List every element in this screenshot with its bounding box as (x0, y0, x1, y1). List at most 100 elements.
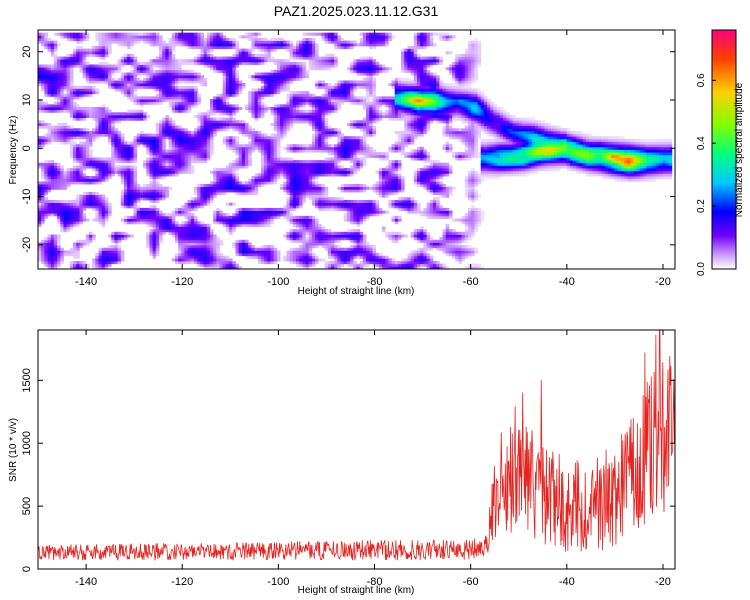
heatmap-cell (114, 40, 119, 44)
heatmap-cell (41, 80, 45, 84)
heatmap-cell (98, 117, 103, 121)
heatmap-cell (88, 136, 93, 140)
heatmap-cell (200, 221, 205, 225)
heatmap-cell (295, 146, 300, 150)
heatmap-cell (305, 96, 310, 100)
heatmap-cell (171, 45, 176, 49)
heatmap-cell (283, 75, 287, 79)
heatmap-cell (257, 258, 262, 262)
heatmap-cell (187, 43, 192, 47)
heatmap-cell (197, 80, 201, 84)
heatmap-cell (85, 202, 90, 206)
heatmap-cell (104, 157, 109, 161)
heatmap-cell (104, 253, 109, 257)
heatmap-cell (241, 186, 246, 190)
heatmap-cell (69, 109, 74, 113)
heatmap-cell (194, 45, 198, 49)
heatmap-cell (302, 109, 306, 113)
heatmap-cell (206, 229, 211, 233)
heatmap-cell (267, 173, 271, 177)
heatmap-cell (267, 93, 271, 97)
heatmap-cell (270, 122, 275, 126)
heatmap-cell (292, 120, 297, 124)
heatmap-cell (133, 112, 138, 116)
heatmap-cell (149, 213, 154, 217)
heatmap-cell (101, 258, 106, 262)
heatmap-cell (53, 205, 58, 209)
heatmap-cell (318, 133, 322, 137)
heatmap-cell (241, 245, 246, 249)
heatmap-cell (194, 99, 198, 103)
heatmap-cell (286, 75, 291, 79)
heatmap-cell (60, 67, 64, 71)
heatmap-cell (184, 61, 189, 65)
heatmap-cell (216, 59, 220, 63)
heatmap-cell (79, 245, 83, 249)
heatmap-cell (267, 176, 271, 180)
heatmap-cell (123, 80, 128, 84)
heatmap-cell (270, 157, 275, 161)
heatmap-cell (76, 128, 80, 132)
heatmap-cell (41, 213, 45, 217)
heatmap-cell (133, 35, 138, 39)
heatmap-cell (53, 130, 58, 134)
heatmap-cell (194, 242, 198, 246)
heatmap-cell (209, 237, 214, 241)
heatmap-cell (260, 255, 265, 259)
heatmap-cell (276, 40, 281, 44)
heatmap-cell (82, 59, 87, 63)
heatmap-cell (184, 109, 189, 113)
heatmap-cell (257, 114, 262, 119)
heatmap-cell (123, 56, 128, 60)
heatmap-cell (270, 245, 275, 249)
heatmap-cell (235, 191, 240, 196)
heatmap-cell (308, 149, 313, 153)
heatmap-cell (318, 197, 322, 201)
heatmap-cell (130, 170, 134, 174)
heatmap-cell (130, 205, 134, 209)
heatmap-cell (117, 160, 122, 164)
heatmap-cell (187, 144, 192, 148)
heatmap-cell (159, 69, 163, 73)
heatmap-cell (257, 93, 262, 97)
heatmap-cell (187, 37, 192, 42)
heatmap-cell (92, 109, 96, 113)
heatmap-cell (292, 104, 297, 108)
heatmap-cell (181, 223, 185, 227)
heatmap-cell (165, 149, 169, 153)
heatmap-cell (178, 69, 182, 73)
heatmap-cell (108, 255, 112, 259)
heatmap-cell (104, 35, 109, 39)
heatmap-cell (38, 255, 42, 259)
heatmap-cell (41, 186, 45, 190)
heatmap-cell (174, 67, 179, 71)
heatmap-cell (315, 162, 319, 166)
heatmap-cell (117, 88, 122, 92)
heatmap-cell (257, 56, 262, 60)
heatmap-cell (95, 107, 99, 111)
heatmap-cell (295, 96, 300, 100)
heatmap-cell (222, 107, 227, 111)
heatmap-cell (241, 85, 246, 89)
heatmap-cell (114, 250, 119, 254)
heatmap-cell (178, 72, 182, 76)
heatmap-cell (302, 51, 306, 55)
heatmap-cell (209, 99, 214, 103)
heatmap-cell (73, 37, 77, 42)
heatmap-cell (149, 205, 154, 209)
heatmap-cell (257, 133, 262, 137)
heatmap-cell (79, 170, 83, 174)
heatmap-cell (222, 136, 227, 140)
heatmap-cell (57, 104, 61, 108)
heatmap-cell (162, 43, 166, 47)
heatmap-cell (200, 80, 205, 84)
heatmap-cell (101, 157, 106, 161)
heatmap-cell (308, 146, 313, 150)
heatmap-cell (73, 51, 77, 55)
heatmap-cell (149, 59, 154, 63)
heatmap-cell (47, 210, 52, 214)
heatmap-cell (168, 72, 173, 76)
heatmap-cell (120, 173, 125, 177)
heatmap-cell (76, 48, 80, 52)
heatmap-cell (178, 226, 182, 230)
